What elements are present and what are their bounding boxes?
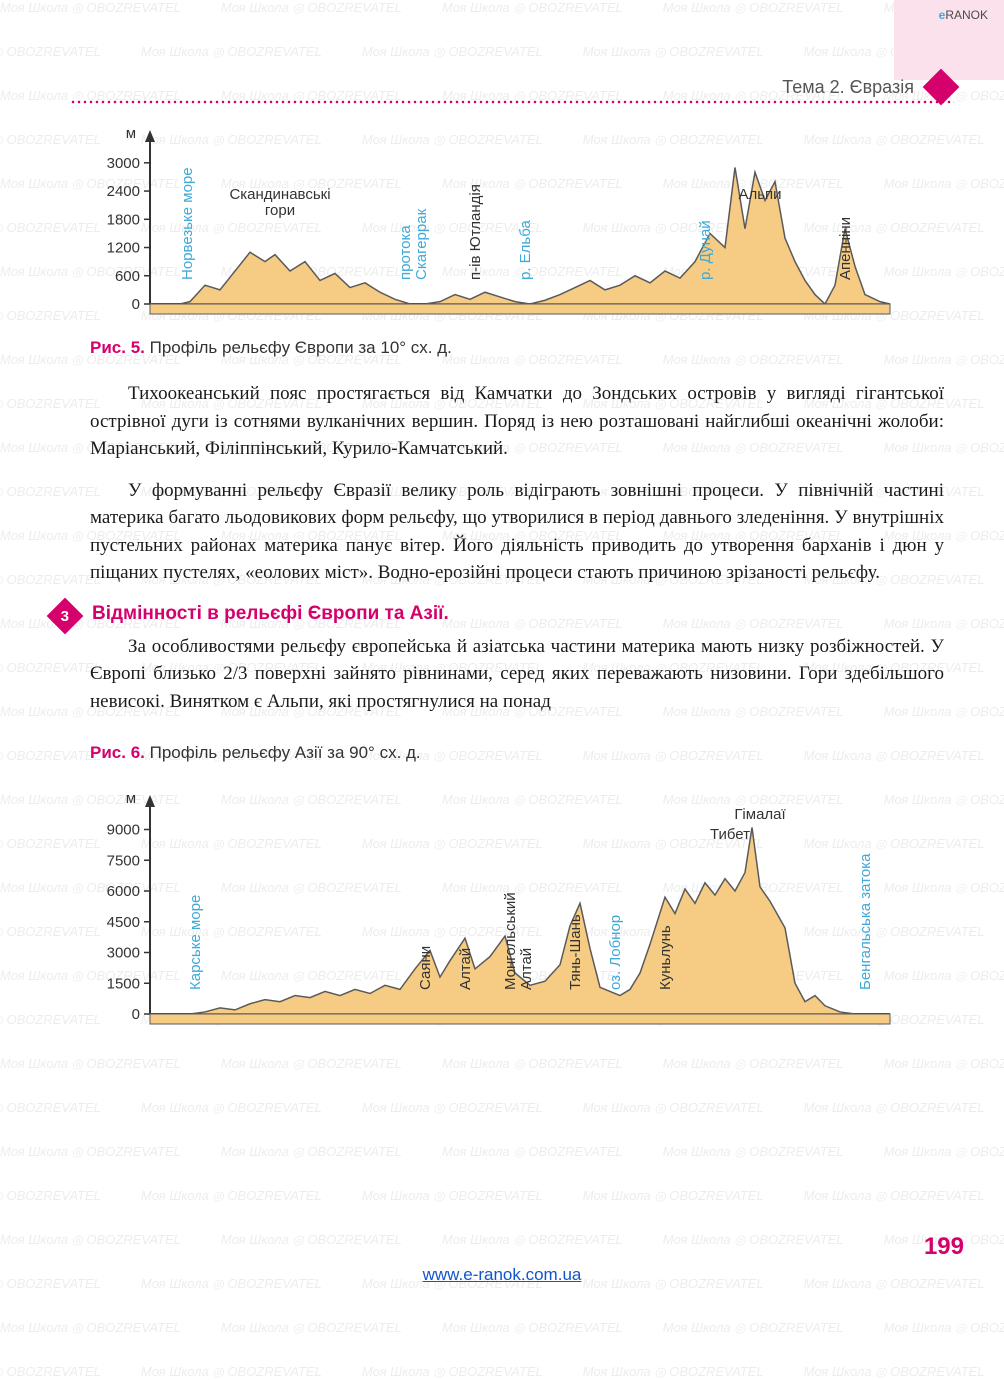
paragraph-3: За особливостями рельєфу європейська й а… xyxy=(90,633,944,716)
figure-5-chart: 0 600 1200 1800 2400 3000 м Норвезьке море Сканд… xyxy=(90,120,944,330)
svg-text:Тибет: Тибет xyxy=(710,826,750,843)
svg-text:протока: протока xyxy=(397,225,414,280)
svg-text:1200: 1200 xyxy=(107,240,140,257)
svg-text:1500: 1500 xyxy=(107,976,140,993)
svg-text:р. Ельба: р. Ельба xyxy=(517,220,534,280)
svg-text:р. Дунай: р. Дунай xyxy=(697,220,714,280)
svg-text:Альпи: Альпи xyxy=(738,186,781,203)
svg-text:гори: гори xyxy=(265,202,295,219)
svg-text:2400: 2400 xyxy=(107,183,140,200)
svg-text:Куньлунь: Куньлунь xyxy=(657,926,674,991)
svg-text:м: м xyxy=(126,125,136,142)
svg-text:Гімалаї: Гімалаї xyxy=(734,806,786,823)
svg-text:Тянь-Шань: Тянь-Шань xyxy=(567,915,584,991)
svg-text:оз. Лобнор: оз. Лобнор xyxy=(607,915,624,990)
subheading-3: 3 Відмінності в рельєфі Європи та Азії. xyxy=(52,601,944,629)
figure-6-caption: Рис. 6. Профіль рельєфу Азії за 90° сх. … xyxy=(90,743,944,763)
figure-6-chart: 0 1500 3000 4500 6000 7500 9000 м Карське море Са… xyxy=(90,785,944,1045)
svg-text:Скагеррак: Скагеррак xyxy=(413,208,430,280)
subhead-title: Відмінності в рельєфі Європи та Азії. xyxy=(92,603,449,625)
footer-link: www.e-ranok.com.ua xyxy=(0,1265,1004,1285)
svg-text:Саяни: Саяни xyxy=(417,946,434,990)
svg-text:Монгольський: Монгольський xyxy=(502,893,519,991)
svg-text:3000: 3000 xyxy=(107,945,140,962)
paragraph-1: Тихоокеанський пояс простягається від Ка… xyxy=(90,380,944,463)
publisher-url[interactable]: www.e-ranok.com.ua xyxy=(423,1265,582,1284)
svg-text:3000: 3000 xyxy=(107,155,140,172)
svg-text:Алтай: Алтай xyxy=(518,948,535,990)
profile-chart-asia: 0 1500 3000 4500 6000 7500 9000 м Карське море Са… xyxy=(90,785,910,1045)
svg-text:Алтай: Алтай xyxy=(457,948,474,990)
svg-text:м: м xyxy=(126,790,136,807)
paragraph-2: У формуванні рельєфу Євразії велику роль… xyxy=(90,477,944,587)
svg-text:9000: 9000 xyxy=(107,822,140,839)
svg-text:7500: 7500 xyxy=(107,853,140,870)
figure-5-caption: Рис. 5. Профіль рельєфу Європи за 10° сх… xyxy=(90,338,944,358)
svg-text:Карське море: Карське море xyxy=(187,895,204,990)
svg-text:Норвезьке море: Норвезьке море xyxy=(179,167,196,280)
svg-text:Скандинавські: Скандинавські xyxy=(229,186,330,203)
subhead-number-diamond: 3 xyxy=(47,597,84,634)
section-header: Тема 2. Євразія xyxy=(0,74,1004,100)
svg-text:0: 0 xyxy=(132,296,140,313)
dotted-rule xyxy=(70,100,954,104)
svg-text:Бенгальська затока: Бенгальська затока xyxy=(857,853,874,990)
page-content: 0 600 1200 1800 2400 3000 м Норвезьке море Сканд… xyxy=(0,120,1004,1053)
svg-text:п-ів Ютландія: п-ів Ютландія xyxy=(467,184,484,280)
profile-chart-europe: 0 600 1200 1800 2400 3000 м Норвезьке море Сканд… xyxy=(90,120,910,330)
svg-text:4500: 4500 xyxy=(107,914,140,931)
section-title: Тема 2. Євразія xyxy=(782,77,914,98)
publisher-logo: eRANOK xyxy=(939,8,988,22)
svg-text:1800: 1800 xyxy=(107,211,140,228)
svg-text:0: 0 xyxy=(132,1006,140,1023)
page-number: 199 xyxy=(924,1233,964,1261)
svg-text:600: 600 xyxy=(115,268,140,285)
svg-text:Апенніни: Апенніни xyxy=(837,217,854,280)
svg-text:6000: 6000 xyxy=(107,883,140,900)
